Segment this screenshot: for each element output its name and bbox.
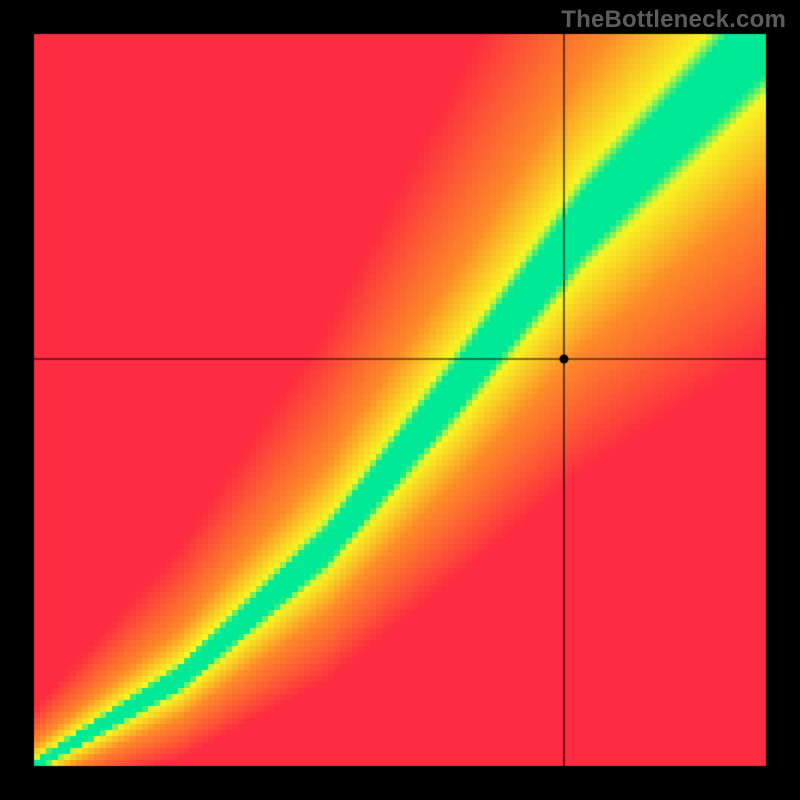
bottleneck-heatmap <box>0 0 800 800</box>
watermark-text: TheBottleneck.com <box>561 6 786 34</box>
chart-container: TheBottleneck.com <box>0 0 800 800</box>
